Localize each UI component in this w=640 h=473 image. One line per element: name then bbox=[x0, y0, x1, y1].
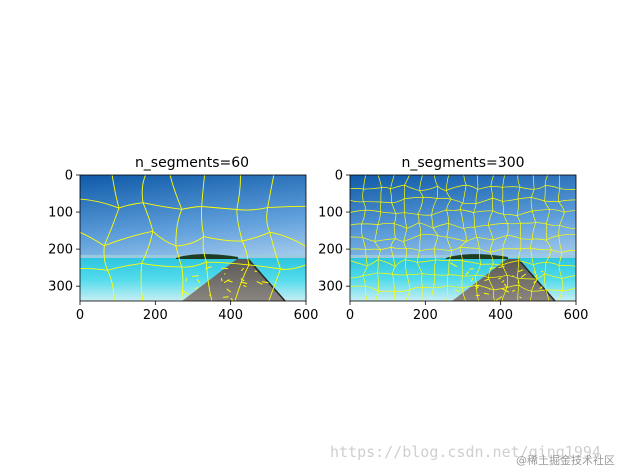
axes-frame bbox=[79, 174, 307, 302]
y-tick-label: 100 bbox=[48, 206, 73, 221]
y-tick-label: 200 bbox=[318, 243, 343, 258]
y-axis-ticks: 0 100 200 300 bbox=[318, 169, 350, 295]
superpixel-boundary-path bbox=[79, 174, 307, 302]
y-tick-label: 300 bbox=[318, 280, 343, 295]
x-tick-label: 0 bbox=[346, 308, 354, 323]
segmentation-panel-300: n_segments=300 0 200 400 600 0 100 200 300 bbox=[318, 155, 588, 323]
watermark-url: https://blog.csdn.net/qing1994 bbox=[330, 443, 601, 461]
segmentation-panel-60: n_segments=60 0 200 400 600 0 100 200 300 bbox=[48, 155, 318, 323]
image-area bbox=[79, 174, 307, 302]
x-tick-label: 400 bbox=[488, 308, 513, 323]
island-shape bbox=[176, 254, 238, 259]
axes-frame bbox=[349, 174, 577, 302]
y-tick-label: 300 bbox=[48, 280, 73, 295]
dock-segment-clutter bbox=[182, 266, 269, 302]
y-axis-ticks: 0 100 200 300 bbox=[48, 169, 80, 295]
y-tick-label: 200 bbox=[48, 243, 73, 258]
panel-title: n_segments=300 bbox=[401, 155, 524, 171]
x-tick-label: 600 bbox=[564, 308, 589, 323]
dock-segment-clutter bbox=[449, 262, 544, 301]
superpixel-boundary-path bbox=[349, 174, 577, 302]
segment-boundaries bbox=[349, 174, 577, 302]
watermark-community: @稀土掘金技术社区 bbox=[516, 454, 615, 467]
x-tick-label: 0 bbox=[76, 308, 84, 323]
x-tick-label: 200 bbox=[143, 308, 168, 323]
x-tick-label: 400 bbox=[218, 308, 243, 323]
x-tick-label: 600 bbox=[294, 308, 319, 323]
y-tick-label: 0 bbox=[65, 169, 73, 184]
x-axis-ticks: 0 200 400 600 bbox=[346, 301, 589, 323]
x-tick-label: 200 bbox=[413, 308, 438, 323]
segment-boundaries bbox=[79, 174, 307, 302]
image-area bbox=[349, 174, 577, 302]
dock-shape bbox=[182, 259, 285, 301]
y-tick-label: 0 bbox=[335, 169, 343, 184]
panel-title: n_segments=60 bbox=[135, 155, 249, 171]
x-axis-ticks: 0 200 400 600 bbox=[76, 301, 319, 323]
y-tick-label: 100 bbox=[318, 206, 343, 221]
